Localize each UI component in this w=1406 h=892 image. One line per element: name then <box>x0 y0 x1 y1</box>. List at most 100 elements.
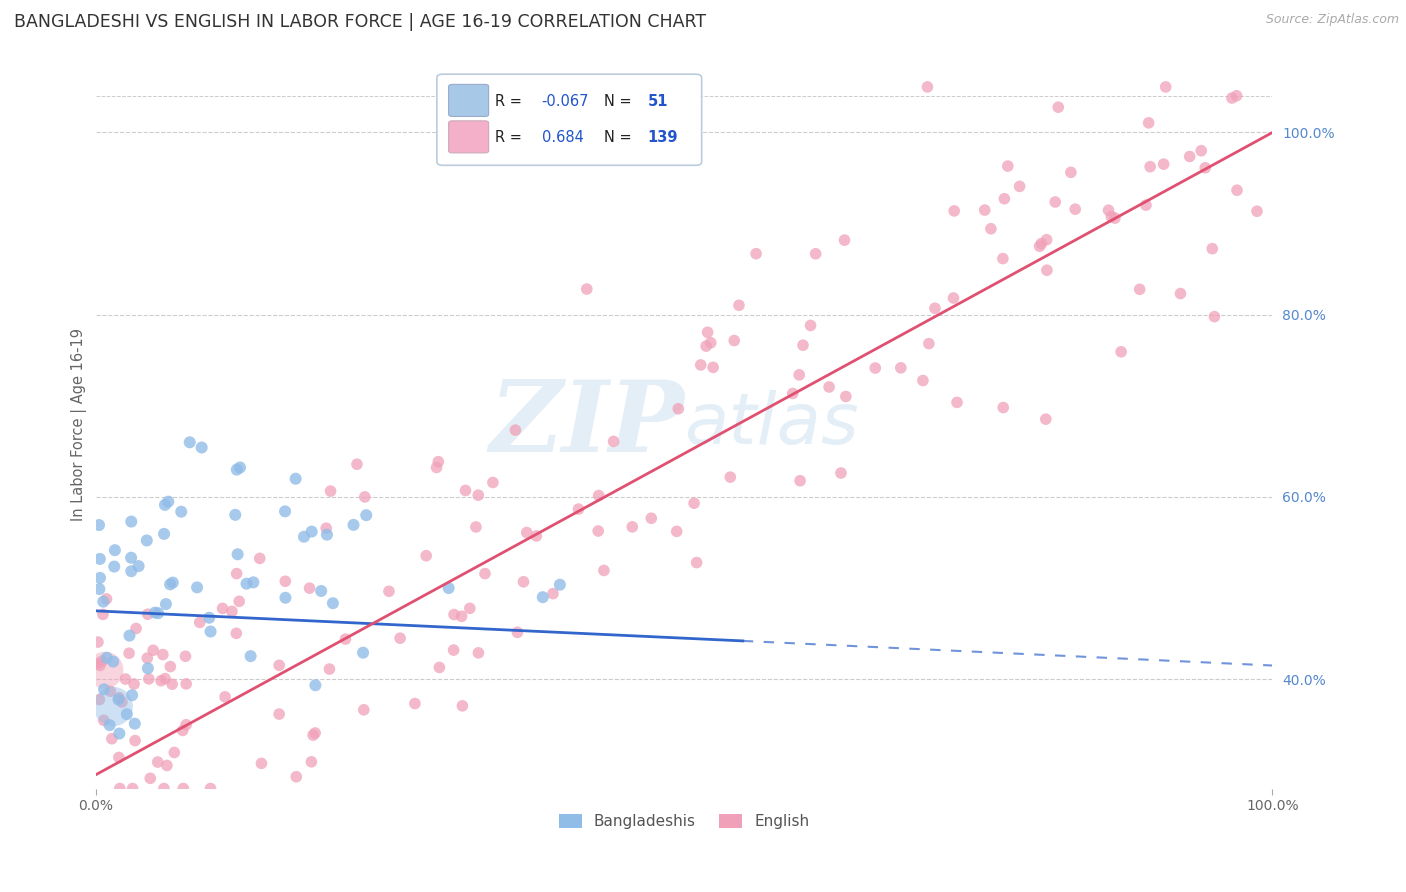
Point <box>728 298 751 312</box>
Point <box>621 520 644 534</box>
Point <box>159 577 181 591</box>
Point <box>835 389 858 403</box>
FancyBboxPatch shape <box>449 85 489 117</box>
Point <box>226 547 249 561</box>
Point <box>190 441 212 455</box>
Point <box>118 646 141 660</box>
Point <box>302 728 325 742</box>
Point <box>229 460 252 475</box>
Point <box>225 462 247 476</box>
Point <box>1109 344 1132 359</box>
Point <box>1031 236 1053 251</box>
Point <box>917 79 939 94</box>
Point <box>153 527 176 541</box>
Point <box>1204 310 1226 324</box>
Text: 139: 139 <box>648 130 678 145</box>
Point <box>458 601 481 615</box>
Point <box>353 703 375 717</box>
Point <box>160 677 183 691</box>
Text: BANGLADESHI VS ENGLISH IN LABOR FORCE | AGE 16-19 CORRELATION CHART: BANGLADESHI VS ENGLISH IN LABOR FORCE | … <box>14 13 706 31</box>
Point <box>96 591 118 606</box>
Point <box>353 490 375 504</box>
Point <box>946 395 969 409</box>
Point <box>274 574 297 589</box>
Point <box>454 483 477 498</box>
Text: atlas: atlas <box>683 390 859 458</box>
Point <box>1194 161 1216 175</box>
Point <box>1099 210 1122 224</box>
Point <box>404 697 426 711</box>
Point <box>973 203 995 218</box>
Point <box>991 252 1014 266</box>
Point <box>834 233 856 247</box>
Point <box>274 591 297 605</box>
Point <box>437 581 460 595</box>
Point <box>146 606 169 620</box>
Point <box>214 690 236 704</box>
Point <box>702 360 724 375</box>
Point <box>225 566 247 581</box>
Point <box>136 661 159 675</box>
Point <box>342 517 364 532</box>
Text: 51: 51 <box>648 94 668 109</box>
Point <box>429 660 451 674</box>
Point <box>588 489 610 503</box>
Point <box>427 455 450 469</box>
Point <box>685 556 707 570</box>
Point <box>224 508 246 522</box>
Point <box>98 684 121 698</box>
Point <box>239 649 262 664</box>
Point <box>125 622 148 636</box>
Point <box>143 606 166 620</box>
Point <box>1139 160 1161 174</box>
Point <box>980 221 1002 235</box>
Point <box>865 361 887 376</box>
Point <box>1097 203 1119 218</box>
Point <box>1246 204 1268 219</box>
Point <box>1035 233 1057 247</box>
Point <box>942 291 965 305</box>
Point <box>86 657 108 671</box>
Point <box>121 781 143 796</box>
Point <box>1220 91 1243 105</box>
Point <box>335 632 357 647</box>
Point <box>1008 179 1031 194</box>
Text: R =: R = <box>495 130 530 145</box>
Point <box>723 334 745 348</box>
Point <box>159 659 181 673</box>
Point <box>153 498 176 512</box>
Point <box>285 770 308 784</box>
Point <box>1064 202 1087 216</box>
Point <box>292 530 315 544</box>
Point <box>142 643 165 657</box>
Point <box>524 529 547 543</box>
Point <box>200 781 222 796</box>
Point <box>174 677 197 691</box>
Point <box>1201 242 1223 256</box>
Point <box>107 692 129 706</box>
Point <box>1153 157 1175 171</box>
Point <box>1226 88 1249 103</box>
Point <box>1178 149 1201 163</box>
Point <box>108 750 131 764</box>
Point <box>120 515 142 529</box>
Point <box>830 466 852 480</box>
Point <box>443 607 465 622</box>
Point <box>94 663 117 677</box>
Point <box>157 494 180 508</box>
Point <box>284 472 307 486</box>
Point <box>91 607 114 622</box>
Point <box>103 559 125 574</box>
Point <box>170 505 193 519</box>
Point <box>506 625 529 640</box>
Point <box>274 504 297 518</box>
Point <box>689 358 711 372</box>
Point <box>172 781 194 796</box>
Point <box>443 643 465 657</box>
Point <box>818 380 841 394</box>
Point <box>98 718 121 732</box>
Point <box>665 524 688 539</box>
Point <box>451 698 474 713</box>
Point <box>172 723 194 738</box>
Point <box>683 496 706 510</box>
